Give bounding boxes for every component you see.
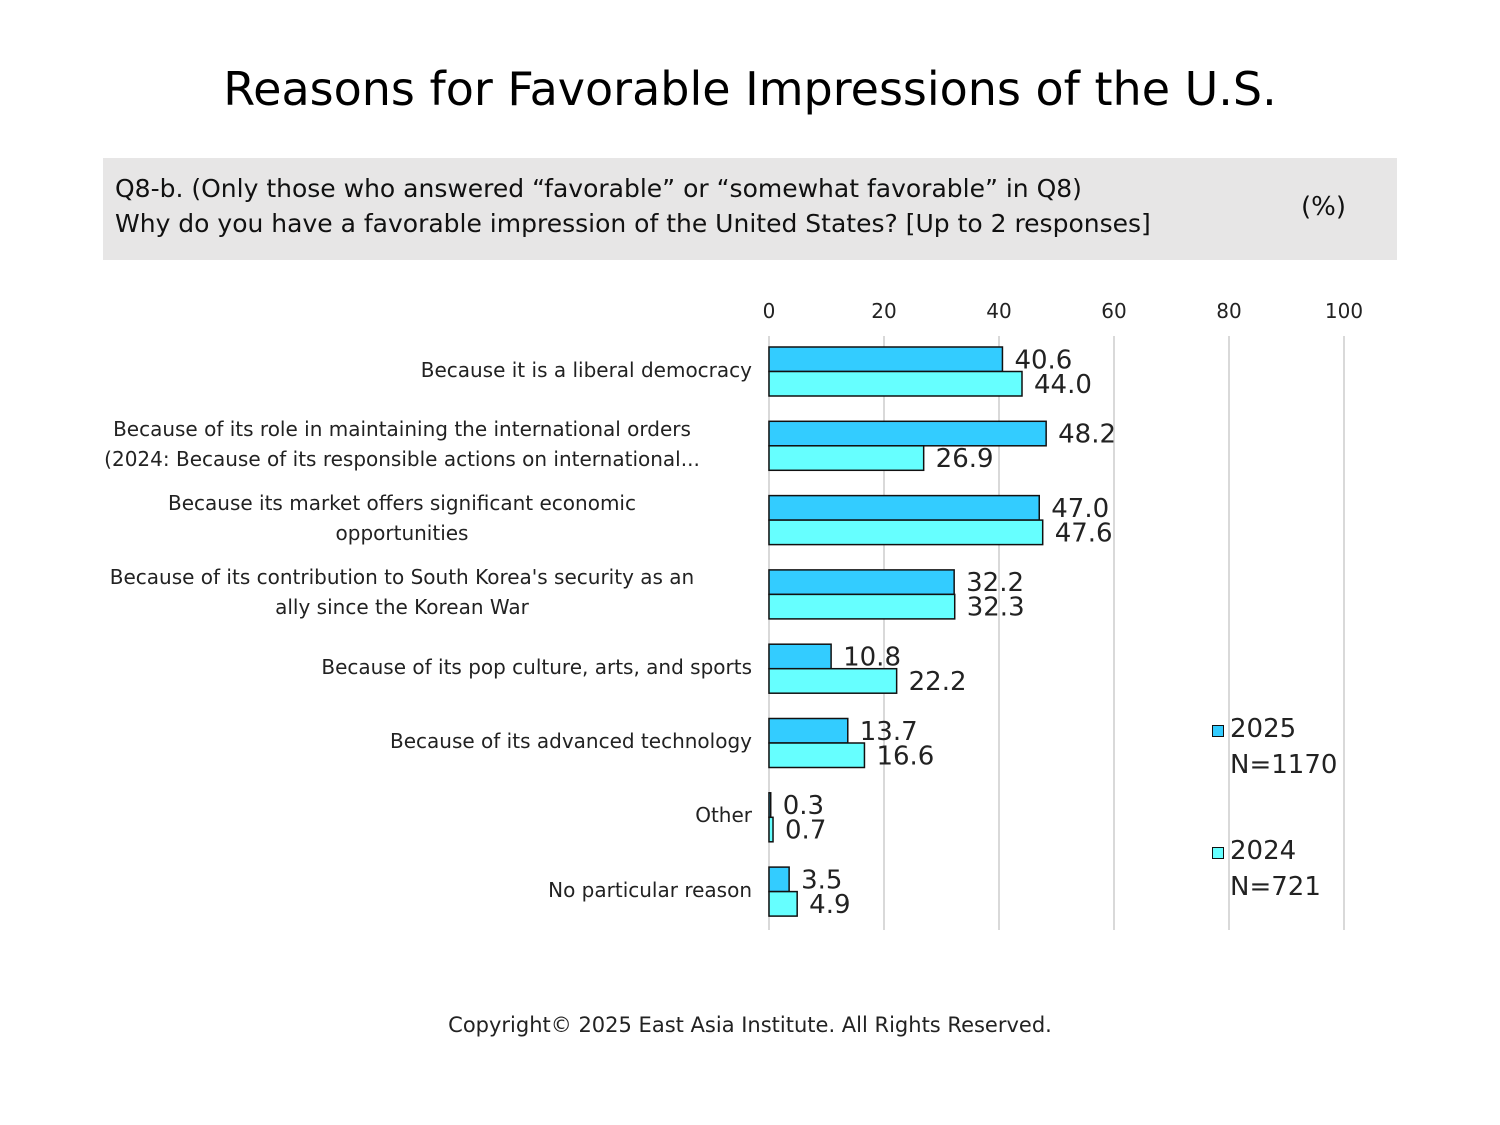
x-tick-label: 40 bbox=[986, 299, 1011, 323]
data-label-2024: 47.6 bbox=[1055, 518, 1113, 548]
legend-swatch-2025 bbox=[1212, 725, 1224, 737]
category-label-line: (2024: Because of its responsible action… bbox=[104, 446, 700, 471]
data-label-2025: 47.0 bbox=[1051, 494, 1109, 524]
bar-2025 bbox=[768, 717, 849, 744]
data-label-2024: 4.9 bbox=[809, 890, 850, 920]
data-label-2024: 26.9 bbox=[936, 444, 994, 474]
category-label-line: Because of its pop culture, arts, and sp… bbox=[321, 654, 752, 679]
copyright-notice: Copyright© 2025 East Asia Institute. All… bbox=[448, 1013, 1052, 1037]
category-label: Because of its advanced technology bbox=[52, 726, 752, 756]
category-label-line: ally since the Korean War bbox=[275, 595, 529, 620]
data-label-2025: 48.2 bbox=[1058, 420, 1116, 450]
data-label-2025: 13.7 bbox=[860, 717, 918, 747]
x-tick-label: 20 bbox=[871, 299, 896, 323]
data-label-2025: 10.8 bbox=[843, 642, 901, 672]
category-label: Because its market offers significant ec… bbox=[52, 488, 752, 548]
bar-2024 bbox=[768, 816, 774, 843]
x-tick-label: 80 bbox=[1216, 299, 1241, 323]
legend-sample-2024: N=721 bbox=[1230, 872, 1321, 902]
question-line-1: Q8-b. (Only those who answered “favorabl… bbox=[115, 174, 1082, 203]
data-label-2024: 32.3 bbox=[967, 593, 1025, 623]
bar-2025 bbox=[768, 569, 955, 596]
unit-label: (%) bbox=[1301, 192, 1346, 222]
category-label-line: Other bbox=[695, 803, 752, 828]
data-label-2025: 32.2 bbox=[966, 568, 1024, 598]
bar-2025 bbox=[768, 494, 1040, 521]
category-label-line: Because of its role in maintaining the i… bbox=[113, 416, 691, 441]
bar-2025 bbox=[768, 346, 1004, 373]
bar-2025 bbox=[768, 420, 1047, 447]
bar-2024 bbox=[768, 667, 898, 694]
category-label: Other bbox=[52, 800, 752, 830]
category-label-line: No particular reason bbox=[548, 877, 752, 902]
bar-2024 bbox=[768, 890, 798, 917]
legend-sample-2025: N=1170 bbox=[1230, 750, 1338, 780]
bar-2025 bbox=[768, 643, 832, 670]
chart-title: Reasons for Favorable Impressions of the… bbox=[223, 62, 1277, 116]
bar-2024 bbox=[768, 593, 956, 620]
bar-2024 bbox=[768, 519, 1044, 546]
category-label: Because of its contribution to South Kor… bbox=[52, 562, 752, 622]
legend-label-2025: 2025 bbox=[1230, 714, 1297, 744]
legend-swatch-2024 bbox=[1212, 847, 1224, 859]
bar-2025 bbox=[768, 792, 772, 819]
bar-2024 bbox=[768, 742, 866, 769]
category-label: Because it is a liberal democracy bbox=[52, 355, 752, 385]
category-label-line: Because it is a liberal democracy bbox=[420, 357, 752, 382]
category-label-line: Because its market offers significant ec… bbox=[168, 491, 636, 516]
data-label-2024: 22.2 bbox=[909, 667, 967, 697]
data-label-2024: 16.6 bbox=[876, 741, 934, 771]
bar-2025 bbox=[768, 866, 790, 893]
category-label-line: Because of its contribution to South Kor… bbox=[109, 565, 695, 590]
x-tick-label: 60 bbox=[1101, 299, 1126, 323]
question-box: Q8-b. (Only those who answered “favorabl… bbox=[103, 158, 1397, 260]
bar-2024 bbox=[768, 445, 925, 472]
data-label-2025: 3.5 bbox=[801, 865, 842, 895]
data-label-2025: 40.6 bbox=[1014, 345, 1072, 375]
question-line-2: Why do you have a favorable impression o… bbox=[115, 209, 1151, 238]
x-tick-label: 0 bbox=[763, 299, 776, 323]
category-label-line: opportunities bbox=[335, 521, 469, 546]
x-tick-label: 100 bbox=[1325, 299, 1363, 323]
category-label: No particular reason bbox=[52, 875, 752, 905]
data-label-2024: 0.7 bbox=[785, 816, 826, 846]
data-label-2025: 0.3 bbox=[783, 791, 824, 821]
category-label-line: Because of its advanced technology bbox=[390, 729, 752, 753]
category-label: Because of its role in maintaining the i… bbox=[52, 414, 752, 474]
bar-2024 bbox=[768, 370, 1023, 397]
legend-label-2024: 2024 bbox=[1230, 836, 1297, 866]
data-label-2024: 44.0 bbox=[1034, 370, 1092, 400]
category-label: Because of its pop culture, arts, and sp… bbox=[52, 652, 752, 682]
